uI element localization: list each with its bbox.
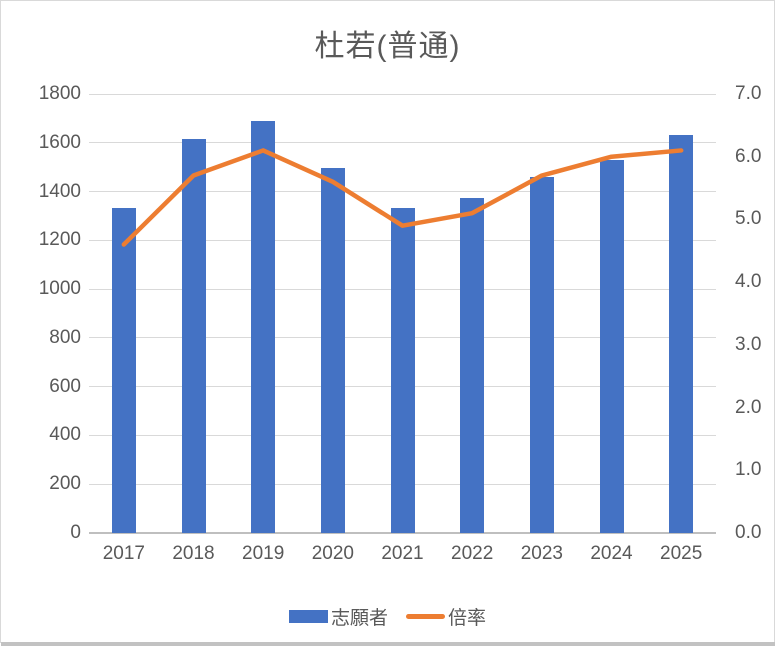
- x-axis-tick-2024: 2024: [590, 543, 633, 564]
- right-axis-tick-4.0: 4.0: [735, 271, 762, 293]
- x-axis-tick-2022: 2022: [451, 543, 494, 564]
- legend: 志願者 倍率: [1, 603, 774, 630]
- right-axis-tick-6.0: 6.0: [735, 145, 762, 167]
- gridline: [89, 93, 716, 95]
- ratio-line[interactable]: [121, 148, 684, 247]
- bar-2022[interactable]: [460, 197, 485, 533]
- left-axis-tick-1000: 1000: [38, 278, 81, 300]
- x-axis-tick-2021: 2021: [381, 543, 424, 564]
- line-series-swatch: [406, 614, 445, 619]
- x-axis-tick-2020: 2020: [311, 543, 354, 564]
- bar-2019[interactable]: [251, 120, 276, 533]
- left-axis-tick-0: 0: [70, 522, 81, 543]
- right-axis-tick-5.0: 5.0: [735, 208, 762, 230]
- chart-title: 杜若(普通): [314, 30, 461, 63]
- legend-item-applicants[interactable]: 志願者: [288, 603, 388, 630]
- x-axis-tick-2025: 2025: [660, 543, 703, 564]
- right-axis-tick-2.0: 2.0: [735, 396, 762, 418]
- plot-area: [89, 93, 716, 534]
- gridline: [89, 142, 716, 144]
- legend-label: 志願者: [330, 608, 388, 629]
- left-axis-tick-600: 600: [49, 375, 81, 397]
- bar-2018[interactable]: [181, 139, 206, 533]
- left-axis-tick-1600: 1600: [38, 131, 81, 153]
- bar-2025[interactable]: [669, 135, 694, 533]
- left-axis-tick-1200: 1200: [38, 229, 81, 251]
- bar-2023[interactable]: [529, 176, 554, 533]
- x-axis-line: [89, 532, 716, 534]
- legend-label: 倍率: [448, 608, 487, 629]
- left-axis-tick-400: 400: [49, 424, 81, 446]
- ratio-line-layer: [121, 148, 684, 247]
- left-axis-tick-200: 200: [49, 473, 81, 495]
- legend-item-ratio[interactable]: 倍率: [406, 603, 486, 630]
- left-axis-tick-1800: 1800: [38, 83, 81, 104]
- worksheet-row-edge: [1, 642, 775, 646]
- x-axis-tick-2017: 2017: [102, 543, 145, 564]
- x-axis-tick-2019: 2019: [242, 543, 285, 564]
- bar-2024[interactable]: [599, 159, 624, 533]
- x-axis-tick-2018: 2018: [172, 543, 215, 564]
- bar-2017[interactable]: [111, 207, 136, 533]
- bar-2020[interactable]: [320, 168, 345, 533]
- right-axis-tick-1.0: 1.0: [735, 459, 762, 481]
- bar-series-swatch: [288, 610, 328, 623]
- left-axis-tick-800: 800: [49, 326, 81, 348]
- right-axis-tick-3.0: 3.0: [735, 333, 762, 355]
- gridline: [89, 191, 716, 193]
- right-axis-tick-7.0: 7.0: [735, 83, 762, 104]
- x-axis-tick-2023: 2023: [520, 543, 563, 564]
- left-axis-tick-1400: 1400: [38, 180, 81, 202]
- bar-2021[interactable]: [390, 207, 415, 533]
- right-axis-tick-0.0: 0.0: [735, 522, 762, 543]
